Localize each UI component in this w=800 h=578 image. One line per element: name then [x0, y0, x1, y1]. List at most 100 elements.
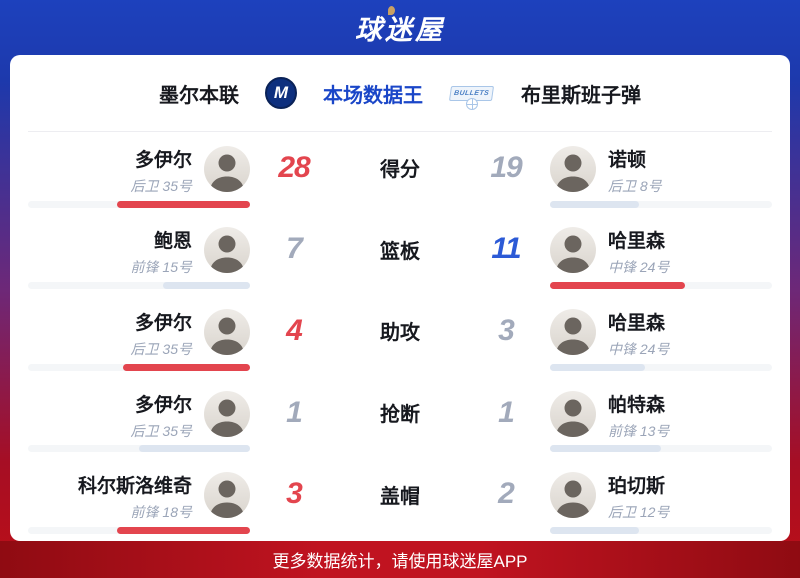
left-player-info: 多伊尔 后卫 35号 — [131, 313, 192, 359]
stat-row: 鲍恩 前锋 15号 7 篮板 11 哈里森 中锋 24号 — [10, 214, 790, 296]
player-name: 多伊尔 — [134, 394, 192, 416]
left-stat-bar-fill — [116, 526, 250, 534]
player-name: 哈里森 — [608, 231, 666, 253]
melbourne-united-logo-icon: M — [265, 77, 297, 109]
right-player-info: 哈里森 中锋 24号 — [608, 313, 669, 359]
player-name: 帕特森 — [608, 394, 666, 416]
right-player-info: 诺顿 后卫 8号 — [608, 150, 662, 196]
left-player-info: 科尔斯洛维奇 前锋 18号 — [78, 476, 192, 522]
left-stat-bar-fill — [139, 445, 250, 453]
left-stat-value: 4 — [286, 313, 303, 347]
player-avatar — [550, 308, 596, 355]
left-player-info: 鲍恩 前锋 15号 — [131, 231, 192, 277]
right-player: 诺顿 后卫 8号 — [550, 132, 772, 214]
left-player: 多伊尔 后卫 35号 — [28, 132, 250, 214]
header-divider — [28, 131, 772, 132]
right-stat-value: 11 — [491, 232, 521, 266]
footer-text: 更多数据统计，请使用球迷屋APP — [272, 552, 528, 571]
player-avatar — [204, 390, 250, 437]
basketball-icon — [466, 98, 478, 110]
player-avatar — [204, 145, 250, 192]
right-player: 珀切斯 后卫 12号 — [550, 458, 772, 540]
left-player-info: 多伊尔 后卫 35号 — [131, 395, 192, 441]
stat-label: 盖帽 — [380, 485, 420, 508]
player-position-number: 后卫 8号 — [608, 177, 662, 194]
left-player: 多伊尔 后卫 35号 — [28, 295, 250, 377]
player-position-number: 前锋 18号 — [130, 504, 192, 521]
left-stat-bar — [28, 363, 250, 371]
left-stat-bar — [28, 526, 250, 534]
player-avatar — [550, 227, 596, 274]
right-stat-value: 3 — [498, 313, 515, 347]
player-avatar — [204, 472, 250, 519]
player-position-number: 后卫 35号 — [130, 422, 192, 439]
player-avatar — [550, 472, 596, 519]
player-avatar — [204, 308, 250, 355]
right-stat-value: 19 — [490, 150, 522, 184]
right-player: 哈里森 中锋 24号 — [550, 295, 772, 377]
right-stat-bar-fill — [550, 445, 661, 453]
stat-rows: 多伊尔 后卫 35号 28 得分 19 诺顿 后卫 8号 鲍恩 前 — [10, 132, 790, 540]
player-name: 多伊尔 — [134, 313, 192, 335]
right-player: 哈里森 中锋 24号 — [550, 214, 772, 296]
right-player-info: 珀切斯 后卫 12号 — [608, 476, 669, 522]
right-stat-bar — [550, 363, 772, 371]
card-header: 墨尔本联 M 本场数据王 BULLETS 布里斯班子弹 — [10, 55, 790, 131]
left-stat-bar — [28, 445, 250, 453]
player-name: 珀切斯 — [608, 476, 666, 498]
right-stat-value: 2 — [498, 477, 515, 511]
right-stat-bar — [550, 445, 772, 453]
player-name: 鲍恩 — [153, 231, 192, 253]
right-stat-bar — [550, 526, 772, 534]
right-stat-bar — [550, 200, 772, 208]
stat-label: 助攻 — [380, 322, 420, 345]
left-stat-bar-fill — [116, 200, 250, 208]
app-footer: 更多数据统计，请使用球迷屋APP — [0, 541, 800, 578]
player-position-number: 后卫 12号 — [608, 504, 670, 521]
left-stat-value: 7 — [286, 232, 303, 266]
app-header: 球迷屋 — [0, 0, 800, 55]
right-stat-bar-fill — [550, 526, 639, 534]
brisbane-bullets-logo-icon: BULLETS — [449, 75, 495, 111]
right-team-name: 布里斯班子弹 — [521, 84, 641, 107]
right-player-info: 哈里森 中锋 24号 — [608, 231, 669, 277]
player-position-number: 中锋 24号 — [608, 259, 670, 276]
left-stat-value: 1 — [286, 395, 303, 429]
stat-label: 抢断 — [380, 404, 420, 427]
left-player-info: 多伊尔 后卫 35号 — [131, 150, 192, 196]
app-logo: 球迷屋 — [355, 6, 445, 47]
left-team-name: 墨尔本联 — [159, 84, 239, 107]
right-stat-bar — [550, 282, 772, 290]
stat-row: 多伊尔 后卫 35号 1 抢断 1 帕特森 前锋 13号 — [10, 377, 790, 459]
right-player: 帕特森 前锋 13号 — [550, 377, 772, 459]
right-stat-bar-fill — [550, 363, 646, 371]
player-name: 哈里森 — [608, 313, 666, 335]
left-stat-value: 28 — [278, 150, 310, 184]
stat-row: 科尔斯洛维奇 前锋 18号 3 盖帽 2 珀切斯 后卫 12号 — [10, 458, 790, 540]
left-player: 鲍恩 前锋 15号 — [28, 214, 250, 296]
player-position-number: 前锋 13号 — [608, 422, 670, 439]
stat-row: 多伊尔 后卫 35号 28 得分 19 诺顿 后卫 8号 — [10, 132, 790, 214]
left-stat-bar — [28, 282, 250, 290]
left-stat-value: 3 — [286, 477, 303, 511]
player-avatar — [550, 145, 596, 192]
stat-label: 篮板 — [380, 240, 420, 263]
player-position-number: 前锋 15号 — [130, 259, 192, 276]
app-logo-text: 球迷屋 — [355, 15, 445, 45]
left-stat-bar-fill — [123, 363, 250, 371]
melbourne-logo-letter: M — [273, 83, 289, 102]
player-name: 科尔斯洛维奇 — [77, 476, 192, 498]
right-player-info: 帕特森 前锋 13号 — [608, 395, 669, 441]
stat-label: 得分 — [380, 159, 420, 182]
player-avatar — [204, 227, 250, 274]
stats-card: 墨尔本联 M 本场数据王 BULLETS 布里斯班子弹 多伊尔 后卫 35号 2… — [10, 55, 790, 541]
player-avatar — [550, 390, 596, 437]
right-stat-value: 1 — [498, 395, 515, 429]
player-position-number: 后卫 35号 — [130, 340, 192, 357]
player-name: 多伊尔 — [134, 149, 192, 171]
player-position-number: 中锋 24号 — [608, 340, 670, 357]
right-stat-bar-fill — [550, 282, 686, 290]
stat-row: 多伊尔 后卫 35号 4 助攻 3 哈里森 中锋 24号 — [10, 295, 790, 377]
left-player: 多伊尔 后卫 35号 — [28, 377, 250, 459]
left-stat-bar — [28, 200, 250, 208]
